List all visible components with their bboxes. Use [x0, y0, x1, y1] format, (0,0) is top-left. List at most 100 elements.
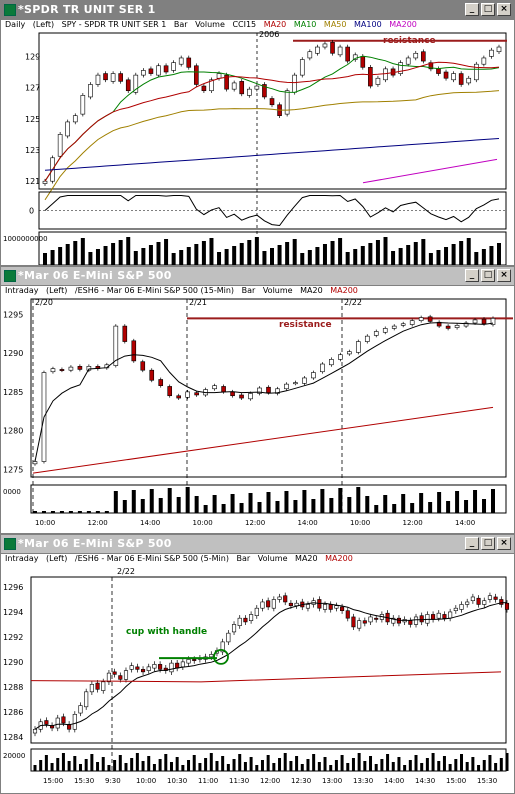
window-titlebar[interactable]: *SPDR TR UNIT SER 1 _ □ × [1, 1, 514, 20]
ma20-line [44, 61, 500, 182]
candle [55, 717, 60, 729]
candle [192, 659, 197, 661]
candle [328, 604, 333, 610]
candle [158, 379, 164, 386]
minimize-button[interactable]: _ [465, 269, 479, 282]
candle [243, 617, 248, 623]
volume-bar [130, 758, 134, 771]
price-plot[interactable]: resistance 1275 1280 1285 1290 1295 2/20 2/21 2… [1, 295, 514, 534]
time-tick-label: 14:00 [140, 519, 160, 527]
volume-bar [179, 250, 184, 265]
minimize-button[interactable]: _ [465, 3, 479, 16]
volume-bar [446, 501, 451, 513]
ma10-line [44, 55, 500, 182]
volume-bar [383, 237, 388, 265]
volume-bar [464, 500, 469, 513]
price-plot[interactable]: 2/22 cup with handle 1284 1286 1288 1290 129… [1, 563, 514, 793]
candle [133, 74, 139, 93]
price-tick-label: 1286 [3, 708, 23, 717]
time-tick-label: 12:00 [245, 519, 265, 527]
candle [266, 600, 271, 608]
maximize-button[interactable]: □ [481, 537, 495, 550]
volume-bar [232, 246, 237, 265]
period-label: Daily [5, 20, 26, 29]
candle [103, 73, 108, 81]
window-titlebar[interactable]: *Mar 06 E-Mini S&P 500 _ □ × [1, 535, 514, 554]
volume-bar [428, 502, 433, 513]
volume-bar [380, 759, 384, 771]
price-tick-label: 121 [25, 177, 40, 186]
candle [57, 134, 63, 157]
candle [364, 335, 370, 342]
candle [110, 73, 116, 82]
volume-tick-label: 20000 [3, 752, 25, 760]
candle [292, 74, 298, 93]
volume-bar [156, 242, 161, 265]
candle [72, 713, 77, 730]
close-button[interactable]: × [497, 537, 511, 550]
symbol-label: SPY - SPDR TR UNIT SER 1 [61, 20, 167, 29]
candle [409, 320, 415, 325]
volume-bar [209, 753, 213, 771]
candle [194, 65, 199, 85]
chart-info-bar: Daily (Left) SPY - SPDR TR UNIT SER 1 Ba… [5, 20, 422, 29]
candle [436, 68, 441, 74]
candle [459, 604, 464, 610]
volume-bar [41, 511, 46, 513]
window-titlebar[interactable]: *Mar 06 E-Mini S&P 500 _ □ × [1, 267, 514, 286]
volume-bar [460, 754, 464, 771]
cci-line [44, 194, 500, 227]
close-button[interactable]: × [497, 269, 511, 282]
candle [140, 361, 146, 371]
time-tick-label: 12:00 [88, 519, 108, 527]
candle [254, 85, 260, 90]
volume-bar [488, 755, 492, 771]
spy-daily-chart-window[interactable]: *SPDR TR UNIT SER 1 _ □ × Daily (Left) S… [0, 0, 515, 266]
volume-bar [133, 251, 138, 265]
volume-bar [312, 754, 316, 771]
scale-label: (Left) [46, 554, 68, 563]
price-plot[interactable]: 2006 resistance 121123125127129010000000… [1, 29, 514, 266]
volume-bar [397, 757, 401, 771]
volume-bar [95, 249, 100, 265]
candle [391, 325, 397, 329]
volume-bar [419, 493, 424, 513]
volume-tick-label: 0000 [3, 488, 21, 496]
time-tick-label: 12:00 [260, 777, 280, 785]
volume-bar [239, 243, 244, 265]
maximize-button[interactable]: □ [481, 3, 495, 16]
time-tick-label: 15:30 [477, 777, 497, 785]
volume-bar [437, 492, 442, 513]
candle [374, 617, 379, 620]
volume-bar [466, 238, 471, 265]
volume-bar [158, 759, 162, 771]
maximize-button[interactable]: □ [481, 269, 495, 282]
candle [490, 318, 496, 325]
volume-bar [141, 761, 145, 771]
volume-bar [215, 761, 219, 771]
es-15min-chart-window[interactable]: *Mar 06 E-Mini S&P 500 _ □ × Intraday (L… [0, 266, 515, 534]
time-tick-label: 13:00 [322, 777, 342, 785]
candle [146, 666, 151, 671]
volume-bar [113, 760, 117, 771]
volume-bar [374, 764, 378, 771]
candle [340, 606, 345, 611]
volume-bar [247, 240, 252, 265]
day-label: 2/22 [344, 298, 362, 307]
volume-bar [375, 240, 380, 265]
volume-bar [73, 241, 78, 265]
volume-bar [185, 487, 190, 513]
candle [360, 56, 366, 68]
candle [504, 602, 510, 610]
candle [216, 73, 222, 79]
candle [209, 654, 214, 658]
minimize-button[interactable]: _ [465, 537, 479, 550]
volume-bar [221, 504, 226, 513]
volume-bar [474, 252, 479, 265]
close-button[interactable]: × [497, 3, 511, 16]
candle [131, 340, 137, 362]
es-5min-chart-window[interactable]: *Mar 06 E-Mini S&P 500 _ □ × Intraday (L… [0, 534, 515, 794]
volume-bar [420, 763, 424, 771]
price-tick-label: 1284 [3, 733, 23, 742]
volume-bar [43, 253, 47, 265]
